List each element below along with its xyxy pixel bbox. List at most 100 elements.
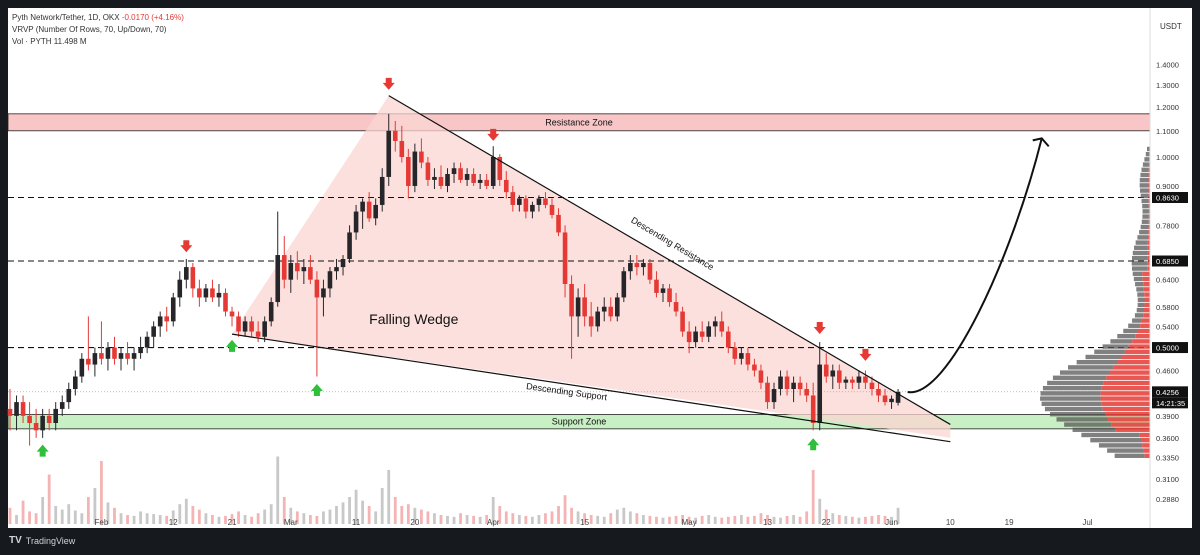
- candle-body: [601, 306, 607, 312]
- time-axis-tick: 21: [228, 518, 237, 527]
- volume-bar: [54, 506, 58, 524]
- volume-profile-bar: [1144, 302, 1150, 308]
- time-axis-tick: 19: [1005, 518, 1014, 527]
- candle-body: [869, 382, 875, 390]
- candle-body: [477, 179, 483, 183]
- candle-body: [73, 376, 78, 390]
- volume-profile-bar: [1140, 323, 1150, 328]
- candle-body: [255, 331, 261, 337]
- symbol-title: Pyth Network/Tether, 1D, OKX: [12, 13, 120, 22]
- volume-bar: [733, 515, 737, 524]
- candle-body: [530, 204, 535, 212]
- candle-body: [895, 391, 901, 403]
- volume-profile-bar: [1072, 427, 1116, 432]
- volume-profile-bar: [1141, 318, 1150, 323]
- volume-bar: [426, 511, 430, 524]
- tradingview-logo[interactable]: TV TradingView: [9, 535, 75, 546]
- candle-body: [445, 174, 450, 186]
- volume-profile-bar: [1115, 427, 1150, 432]
- volume-profile-bar: [1148, 193, 1150, 198]
- volume-profile-bar: [1133, 276, 1143, 282]
- volume-bar: [837, 515, 841, 524]
- volume-profile-bar: [1085, 354, 1121, 360]
- volume-bar: [367, 506, 371, 524]
- candle-body: [262, 321, 267, 337]
- volume-profile-bar: [1106, 375, 1150, 380]
- volume-bar: [387, 470, 391, 524]
- price-tag-label: 0.6850: [1156, 257, 1179, 266]
- volume-profile-bar: [1147, 240, 1150, 245]
- candle-body: [621, 271, 627, 298]
- volume-bar: [596, 515, 600, 524]
- price-tag-label: 14:21:35: [1156, 399, 1185, 408]
- volume-bar: [465, 515, 469, 524]
- time-axis-tick: Apr: [487, 518, 500, 527]
- candle-body: [712, 321, 718, 327]
- volume-profile-bar: [1040, 391, 1101, 396]
- symbol-header: Pyth Network/Tether, 1D, OKX -0.0170 (+4…: [12, 12, 184, 23]
- volume-bar: [478, 516, 482, 524]
- candle-body: [295, 263, 300, 272]
- volume-profile-bar: [1059, 370, 1110, 375]
- volume-bar: [165, 515, 169, 524]
- volume-profile-bar: [1148, 209, 1150, 214]
- volume-bar: [609, 513, 613, 524]
- currency-label: USDT: [1160, 22, 1182, 31]
- volume-profile-bar: [1102, 406, 1150, 412]
- volume-profile-bar: [1143, 287, 1150, 292]
- volume-bar: [276, 456, 280, 524]
- volume-profile-bar: [1144, 157, 1150, 162]
- volume-profile-bar: [1111, 422, 1150, 427]
- candle-body: [562, 232, 568, 285]
- volume-indicator-label[interactable]: Vol · PYTH 11.498 M: [12, 37, 87, 46]
- volume-profile-bar: [1137, 328, 1150, 334]
- volume-bar: [406, 504, 410, 524]
- volume-profile-bar: [1132, 250, 1148, 256]
- volume-profile-bar: [1081, 432, 1140, 438]
- volume-profile-bar: [1148, 219, 1150, 224]
- volume-bar: [282, 497, 286, 524]
- volume-bar: [439, 515, 443, 524]
- volume-profile-bar: [1144, 453, 1150, 458]
- vrvp-indicator-label[interactable]: VRVP (Number Of Rows, 70, Up/Down, 70): [12, 25, 167, 34]
- volume-bar: [243, 515, 247, 524]
- arrow-down-marker: [813, 321, 826, 334]
- volume-bar: [106, 502, 110, 524]
- price-axis-tick: 0.9000: [1156, 182, 1179, 191]
- volume-bar: [93, 488, 97, 524]
- candle-body: [693, 331, 698, 343]
- volume-bar: [348, 497, 351, 524]
- volume-bar: [655, 516, 658, 524]
- tradingview-icon: TV: [9, 535, 22, 546]
- candle-body: [301, 267, 307, 272]
- volume-bar: [178, 504, 182, 524]
- volume-bar: [805, 511, 809, 524]
- volume-bar: [622, 507, 626, 524]
- volume-profile-bar: [1142, 209, 1149, 214]
- volume-profile-bar: [1142, 443, 1150, 448]
- volume-profile-bar: [1135, 333, 1150, 339]
- volume-profile-bar: [1132, 271, 1143, 276]
- candle-body: [144, 336, 150, 348]
- volume-profile-bar: [1142, 271, 1150, 276]
- volume-profile-bar: [1136, 287, 1144, 292]
- volume-profile-bar: [1147, 266, 1150, 271]
- volume-bar: [380, 488, 384, 524]
- candle-body: [170, 297, 176, 322]
- candle-body: [458, 168, 463, 180]
- volume-profile-bar: [1052, 375, 1107, 380]
- volume-bar: [544, 513, 547, 524]
- arrow-down-marker: [487, 128, 500, 141]
- candle-body: [797, 382, 803, 390]
- volume-bar: [766, 515, 769, 524]
- candle-body: [223, 292, 228, 312]
- candle-body: [125, 353, 130, 359]
- price-change: -0.0170 (+4.16%): [121, 13, 184, 22]
- candle-body: [138, 347, 143, 354]
- arrow-down-marker: [180, 240, 193, 253]
- candle-body: [745, 353, 751, 365]
- volume-profile-bar: [1137, 235, 1149, 240]
- arrow-down-marker: [859, 348, 872, 361]
- volume-profile-bar: [1131, 255, 1148, 261]
